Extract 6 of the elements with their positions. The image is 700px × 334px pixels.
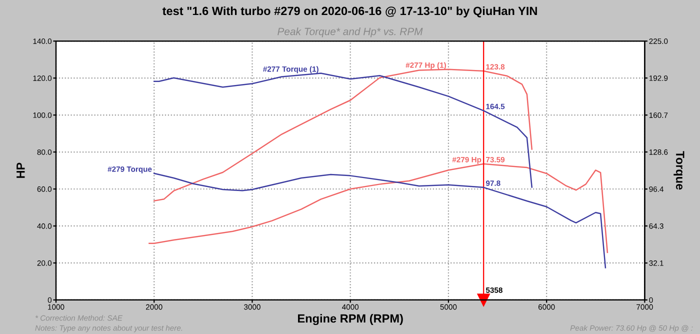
chart-title: test "1.6 With turbo #279 on 2020-06-16 @ 17-13-10" by QiuHan YIN bbox=[162, 6, 537, 18]
x-axis-title: Engine RPM (RPM) bbox=[298, 314, 403, 326]
chart-subtitle: Peak Torque* and Hp* vs. RPM bbox=[278, 28, 423, 38]
y2-axis-title: Torque bbox=[674, 151, 684, 190]
line-series bbox=[153, 172, 606, 268]
y-axis-title: HP bbox=[16, 162, 25, 178]
